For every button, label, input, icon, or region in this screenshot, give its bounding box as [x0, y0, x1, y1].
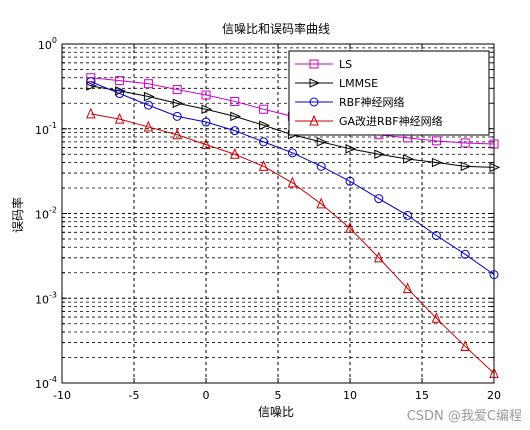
data-point [345, 176, 355, 186]
data-point [431, 231, 441, 241]
legend: LS LMMSE RBF神经网络 GA改进RBF神经网络 [288, 50, 490, 136]
series-line [90, 113, 495, 374]
data-point [201, 117, 211, 127]
legend-item: RBF神经网络 [295, 95, 405, 109]
data-point [230, 148, 240, 159]
data-point [258, 160, 269, 171]
data-point [201, 90, 211, 100]
data-point [345, 144, 357, 154]
legend-marker [309, 78, 321, 88]
data-point [431, 157, 443, 168]
legend-label: LMMSE [339, 77, 378, 90]
data-point [374, 194, 384, 204]
data-point [143, 79, 153, 89]
x-tick-label: 20 [487, 389, 501, 402]
legend-item: GA改进RBF神经网络 [295, 114, 443, 128]
data-point [86, 77, 96, 87]
x-tick-label: 0 [203, 389, 210, 402]
data-point [489, 139, 499, 149]
data-point [489, 270, 499, 280]
data-point [316, 137, 328, 147]
data-point [259, 104, 269, 114]
data-point [115, 86, 126, 96]
data-point [230, 96, 240, 106]
data-point [201, 104, 213, 114]
data-point [403, 210, 413, 220]
legend-marker [309, 59, 319, 69]
data-point [489, 162, 501, 173]
data-point [115, 89, 125, 99]
x-tick-label: 5 [275, 389, 282, 402]
data-point [230, 111, 242, 122]
x-tick-label: 10 [343, 389, 357, 402]
data-point [114, 112, 125, 124]
series-3 [86, 77, 499, 280]
axis-ticks: -10 -5 0 5 10 15 20 10-4 10-3 10-2 10-1 100 [35, 36, 501, 402]
data-point [374, 149, 386, 160]
legend-box [288, 50, 490, 136]
data-point [259, 137, 269, 147]
series-line [90, 81, 495, 276]
data-point [460, 340, 470, 351]
x-tick-label: 15 [415, 389, 429, 402]
data-point [86, 107, 96, 119]
data-point [374, 251, 384, 263]
data-point [489, 367, 499, 378]
data-point [316, 197, 326, 209]
data-point [345, 222, 355, 233]
data-point [403, 154, 414, 164]
legend-label: RBF神经网络 [339, 95, 405, 109]
data-point [431, 312, 442, 323]
data-point [316, 161, 326, 171]
legend-label: LS [339, 58, 352, 71]
data-point [431, 136, 441, 146]
data-point [172, 111, 182, 121]
x-tick-label: -5 [129, 389, 140, 402]
data-point [115, 76, 125, 86]
data-point [460, 138, 470, 148]
data-point [287, 176, 298, 188]
y-tick-label: 10-2 [35, 206, 57, 222]
data-point [259, 120, 270, 131]
data-point [143, 91, 155, 102]
legend-marker [309, 97, 319, 107]
data-point [402, 282, 413, 294]
y-tick-label: 100 [38, 36, 57, 52]
legend-marker [309, 114, 319, 126]
x-axis-label: 信噪比 [258, 405, 294, 419]
legend-item: LS [295, 58, 352, 71]
data-point [86, 81, 98, 91]
data-point [201, 138, 211, 150]
data-point [460, 249, 470, 259]
data-point [172, 98, 184, 109]
legend-item: LMMSE [295, 77, 378, 90]
data-point [230, 126, 240, 136]
data-point [287, 148, 297, 158]
data-point [460, 161, 472, 172]
data-point [172, 85, 182, 95]
data-point [143, 100, 153, 110]
chart-title: 信噪比和误码率曲线 [222, 21, 330, 36]
legend-label: GA改进RBF神经网络 [339, 114, 443, 128]
y-tick-label: 10-1 [35, 121, 57, 137]
data-point [143, 120, 154, 132]
y-axis-label: 误码率 [10, 197, 25, 233]
y-tick-label: 10-3 [35, 290, 57, 306]
series-4 [86, 107, 499, 378]
watermark-text: CSDN @我爱C编程 [406, 409, 522, 424]
x-tick-label: -10 [53, 389, 71, 402]
data-point [172, 128, 182, 140]
y-tick-label: 10-4 [35, 375, 57, 391]
